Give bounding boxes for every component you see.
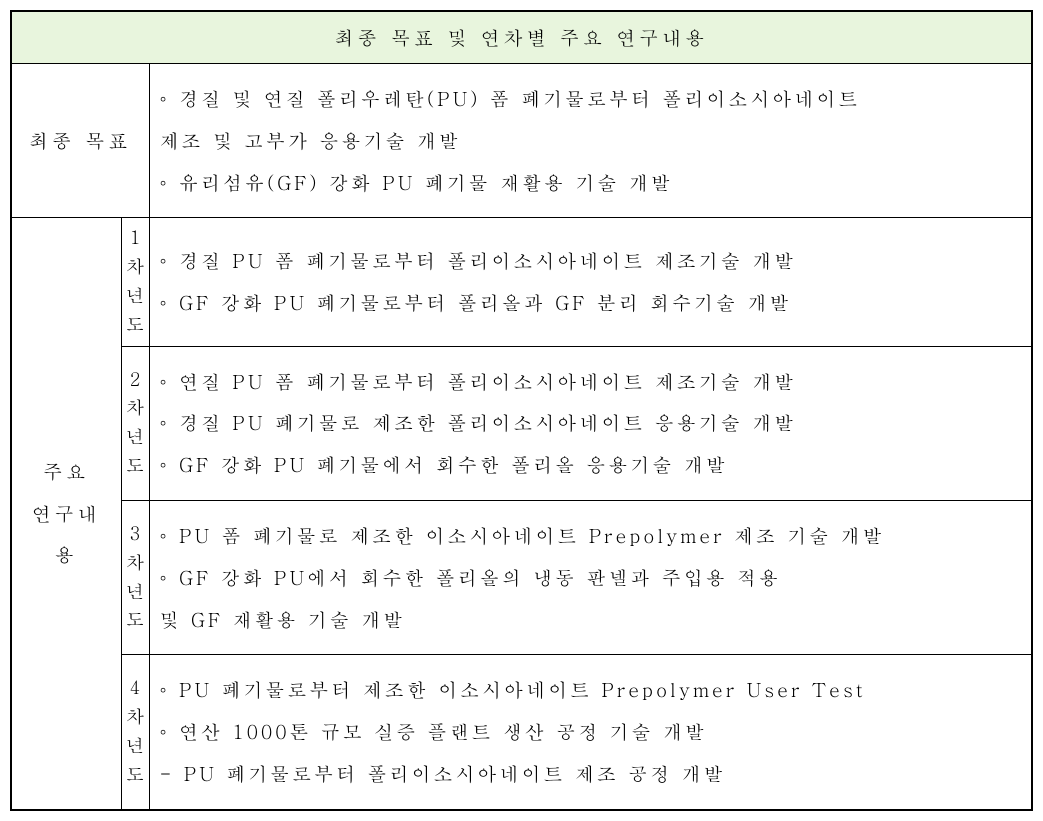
main-label-line2: 연구내 <box>32 500 101 527</box>
year4-row: 4차년도 ◦ PU 폐기물로부터 제조한 이소시아네이트 Prepolymer … <box>11 655 1032 810</box>
content-line: ◦ GF 강화 PU에서 회수한 폴리올의 냉동 판넬과 주입용 적용 <box>160 557 1018 599</box>
year2-row: 2차년도 ◦ 연질 PU 폼 폐기물로부터 폴리이소시아네이트 제조기술 개발 … <box>11 346 1032 500</box>
year1-content: ◦ 경질 PU 폼 폐기물로부터 폴리이소시아네이트 제조기술 개발 ◦ GF … <box>149 218 1032 346</box>
year3-label: 3차년도 <box>121 500 149 654</box>
research-table: 최종 목표 및 연차별 주요 연구내용 최종 목표 ◦ 경질 및 연질 폴리우레… <box>10 10 1033 811</box>
content-line: ◦ 유리섬유(GF) 강화 PU 폐기물 재활용 기술 개발 <box>160 162 1018 204</box>
year3-content: ◦ PU 폼 폐기물로 제조한 이소시아네이트 Prepolymer 제조 기술… <box>149 500 1032 654</box>
year1-label: 1차년도 <box>121 218 149 346</box>
content-line: ◦ 경질 PU 폼 폐기물로부터 폴리이소시아네이트 제조기술 개발 <box>160 240 1018 282</box>
final-goal-row: 최종 목표 ◦ 경질 및 연질 폴리우레탄(PU) 폼 폐기물로부터 폴리이소시… <box>11 64 1032 218</box>
content-line: 제조 및 고부가 응용기술 개발 <box>160 120 1018 162</box>
year2-label: 2차년도 <box>121 346 149 500</box>
content-line: 및 GF 재활용 기술 개발 <box>160 599 1018 641</box>
year4-label: 4차년도 <box>121 655 149 810</box>
content-line: ◦ PU 폼 폐기물로 제조한 이소시아네이트 Prepolymer 제조 기술… <box>160 515 1018 557</box>
content-final-goal: ◦ 경질 및 연질 폴리우레탄(PU) 폼 폐기물로부터 폴리이소시아네이트 제… <box>149 64 1032 218</box>
content-line: ◦ 경질 PU 폐기물로 제조한 폴리이소시아네이트 응용기술 개발 <box>160 402 1018 444</box>
year1-row: 주요 연구내 용 1차년도 ◦ 경질 PU 폼 폐기물로부터 폴리이소시아네이트… <box>11 218 1032 346</box>
year2-content: ◦ 연질 PU 폼 폐기물로부터 폴리이소시아네이트 제조기술 개발 ◦ 경질 … <box>149 346 1032 500</box>
header-row: 최종 목표 및 연차별 주요 연구내용 <box>11 11 1032 64</box>
year4-content: ◦ PU 폐기물로부터 제조한 이소시아네이트 Prepolymer User … <box>149 655 1032 810</box>
content-line: ◦ GF 강화 PU 폐기물에서 회수한 폴리올 응용기술 개발 <box>160 444 1018 486</box>
content-line: - PU 폐기물로부터 폴리이소시아네이트 제조 공정 개발 <box>160 753 1018 795</box>
content-line: ◦ 연질 PU 폼 폐기물로부터 폴리이소시아네이트 제조기술 개발 <box>160 361 1018 403</box>
main-label-line3: 용 <box>55 541 78 568</box>
main-label-line1: 주요 <box>43 458 89 485</box>
label-main-research: 주요 연구내 용 <box>11 218 121 810</box>
content-line: ◦ 연산 1000톤 규모 실증 플랜트 생산 공정 기술 개발 <box>160 711 1018 753</box>
year3-row: 3차년도 ◦ PU 폼 폐기물로 제조한 이소시아네이트 Prepolymer … <box>11 500 1032 654</box>
content-line: ◦ GF 강화 PU 폐기물로부터 폴리올과 GF 분리 회수기술 개발 <box>160 282 1018 324</box>
content-line: ◦ PU 폐기물로부터 제조한 이소시아네이트 Prepolymer User … <box>160 669 1018 711</box>
content-line: ◦ 경질 및 연질 폴리우레탄(PU) 폼 폐기물로부터 폴리이소시아네이트 <box>160 78 1018 120</box>
label-final-goal: 최종 목표 <box>11 64 149 218</box>
header-cell: 최종 목표 및 연차별 주요 연구내용 <box>11 11 1032 64</box>
